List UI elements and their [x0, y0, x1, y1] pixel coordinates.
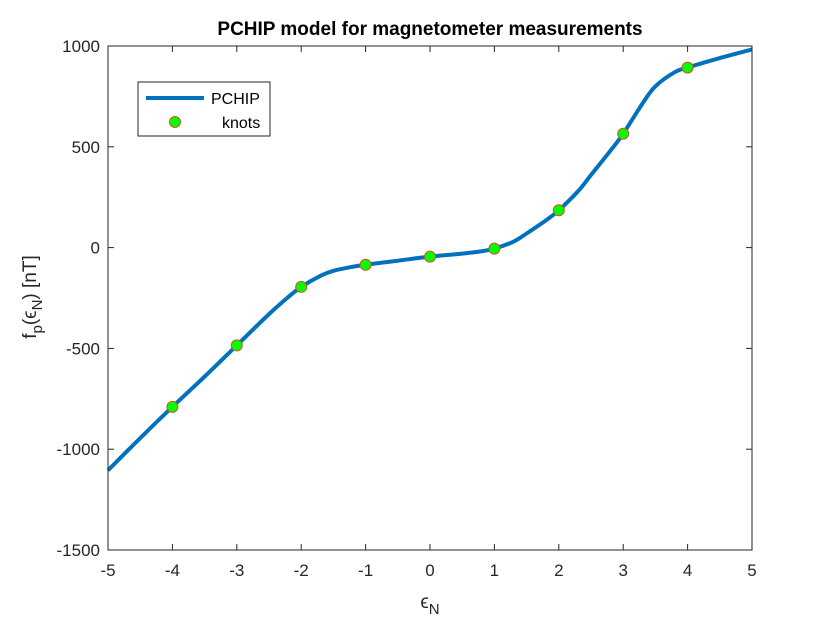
y-tick-label: -1500	[57, 541, 100, 560]
x-tick-label: -3	[229, 561, 244, 580]
legend-label-pchip: PCHIP	[211, 91, 260, 108]
knot-marker	[552, 204, 565, 217]
x-tick-label: 4	[683, 561, 692, 580]
x-axis-label-symbol: ϵ	[420, 592, 428, 613]
x-tick-label: 2	[554, 561, 563, 580]
x-tick-label: -2	[294, 561, 309, 580]
y-tick-label: 500	[72, 138, 100, 157]
y-axis-label-prefix-sub: p	[29, 325, 46, 333]
axes-box	[107, 45, 753, 551]
y-tick-label: -1000	[57, 440, 100, 459]
y-axis-label: fp(ϵN) [nT]	[20, 255, 46, 339]
y-axis-label-unit: [nT]	[20, 255, 41, 293]
legend-box	[137, 81, 271, 137]
knot-marker	[230, 339, 243, 352]
x-axis-label-subscript: N	[429, 601, 440, 618]
knot-marker	[617, 127, 630, 140]
x-tick-label: 0	[425, 561, 434, 580]
pchip-series-line	[106, 47, 753, 472]
y-axis-label-prefix: f	[20, 333, 41, 339]
y-tick-label: 0	[91, 239, 100, 258]
knot-marker	[424, 250, 436, 263]
y-axis-label-close: )	[20, 293, 41, 299]
x-tick-label: -1	[358, 561, 373, 580]
knot-marker	[166, 400, 179, 413]
legend-marker-swatch	[169, 116, 181, 128]
x-tick-label: -4	[165, 561, 180, 580]
y-tick-label: 1000	[62, 37, 100, 56]
x-tick-label: 5	[747, 561, 756, 580]
knot-marker	[681, 61, 694, 74]
y-axis-label-open: (	[20, 318, 41, 325]
y-tick-label: -500	[66, 339, 100, 358]
legend: PCHIP knots	[137, 81, 271, 137]
y-axis-label-symbol: ϵ	[20, 310, 41, 318]
knot-marker	[359, 258, 372, 271]
series-layer	[106, 47, 753, 472]
x-tick-label: 3	[618, 561, 627, 580]
knot-marker	[488, 242, 501, 255]
legend-label-knots: knots	[222, 115, 260, 132]
y-axis-label-symbol-sub: N	[29, 300, 46, 311]
knot-marker	[295, 280, 308, 293]
x-tick-label: 1	[490, 561, 499, 580]
axis-ticks: -5 -4 -3 -2 -1 0 1 2 3 4 5 -1500 -1000 -500 0 500 1000	[57, 37, 757, 580]
x-axis-label: ϵN	[420, 592, 439, 618]
chart-title: PCHIP model for magnetometer measurement…	[217, 19, 642, 40]
x-tick-label: -5	[100, 561, 115, 580]
